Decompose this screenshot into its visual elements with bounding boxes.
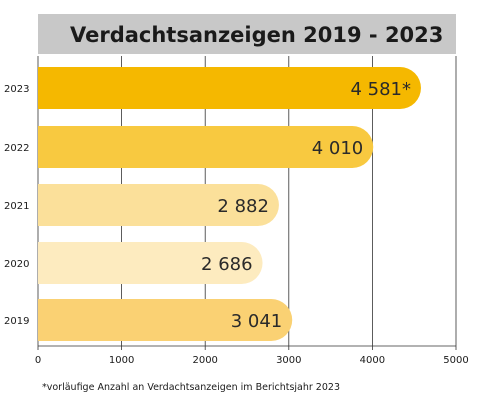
footnote: *vorläufige Anzahl an Verdachtsanzeigen … — [42, 382, 340, 393]
bars-group — [38, 67, 421, 341]
x-tick-label: 3000 — [276, 355, 301, 366]
x-tick-label: 2000 — [192, 355, 217, 366]
category-label: 2023 — [4, 84, 29, 95]
value-label: 3 041 — [231, 311, 283, 332]
x-tick-label: 1000 — [109, 355, 134, 366]
title-banner — [38, 14, 456, 54]
value-labels: 4 581* 4 010 2 882 2 686 3 041 — [201, 79, 411, 332]
category-labels: 2023 2022 2021 2020 2019 — [4, 84, 29, 327]
x-tick-label: 4000 — [360, 355, 385, 366]
bar-2022 — [38, 126, 374, 168]
x-axis: 0 1000 2000 3000 4000 5000 — [35, 345, 469, 366]
value-label: 2 686 — [201, 254, 253, 275]
chart-title: Verdachtsanzeigen 2019 - 2023 — [70, 23, 443, 47]
bar-2021 — [38, 184, 279, 226]
category-label: 2019 — [4, 316, 29, 327]
category-label: 2021 — [4, 201, 29, 212]
x-tick-label: 5000 — [443, 355, 468, 366]
value-label: 2 882 — [217, 196, 269, 217]
bar-2019 — [38, 299, 293, 341]
value-label: 4 010 — [312, 138, 364, 159]
bar-2020 — [38, 242, 263, 284]
category-label: 2022 — [4, 143, 29, 154]
x-tick-label: 0 — [35, 355, 41, 366]
category-label: 2020 — [4, 259, 29, 270]
value-label: 4 581* — [350, 79, 411, 100]
bar-2023 — [38, 67, 421, 109]
